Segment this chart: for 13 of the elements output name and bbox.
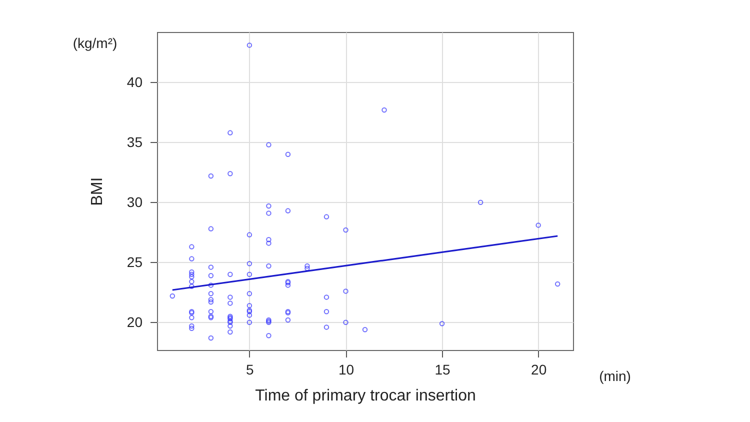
text: (kg/m²)	[72, 35, 118, 51]
text: (min)	[599, 368, 631, 384]
y-tick-label: 40	[126, 74, 143, 90]
y-tick-label: 30	[126, 194, 143, 210]
y-axis-title: BMI	[88, 177, 106, 206]
x-tick-label: 20	[531, 362, 547, 378]
y-tick-label: 20	[126, 314, 143, 330]
x-axis-title: Time of primary trocar insertion	[255, 388, 476, 404]
y-tick-label: 35	[126, 134, 143, 150]
x-tick-label: 5	[246, 362, 254, 378]
x-tick-label: 10	[338, 362, 354, 378]
y-tick-label: 25	[126, 254, 143, 270]
x-tick-label: 15	[434, 362, 451, 378]
